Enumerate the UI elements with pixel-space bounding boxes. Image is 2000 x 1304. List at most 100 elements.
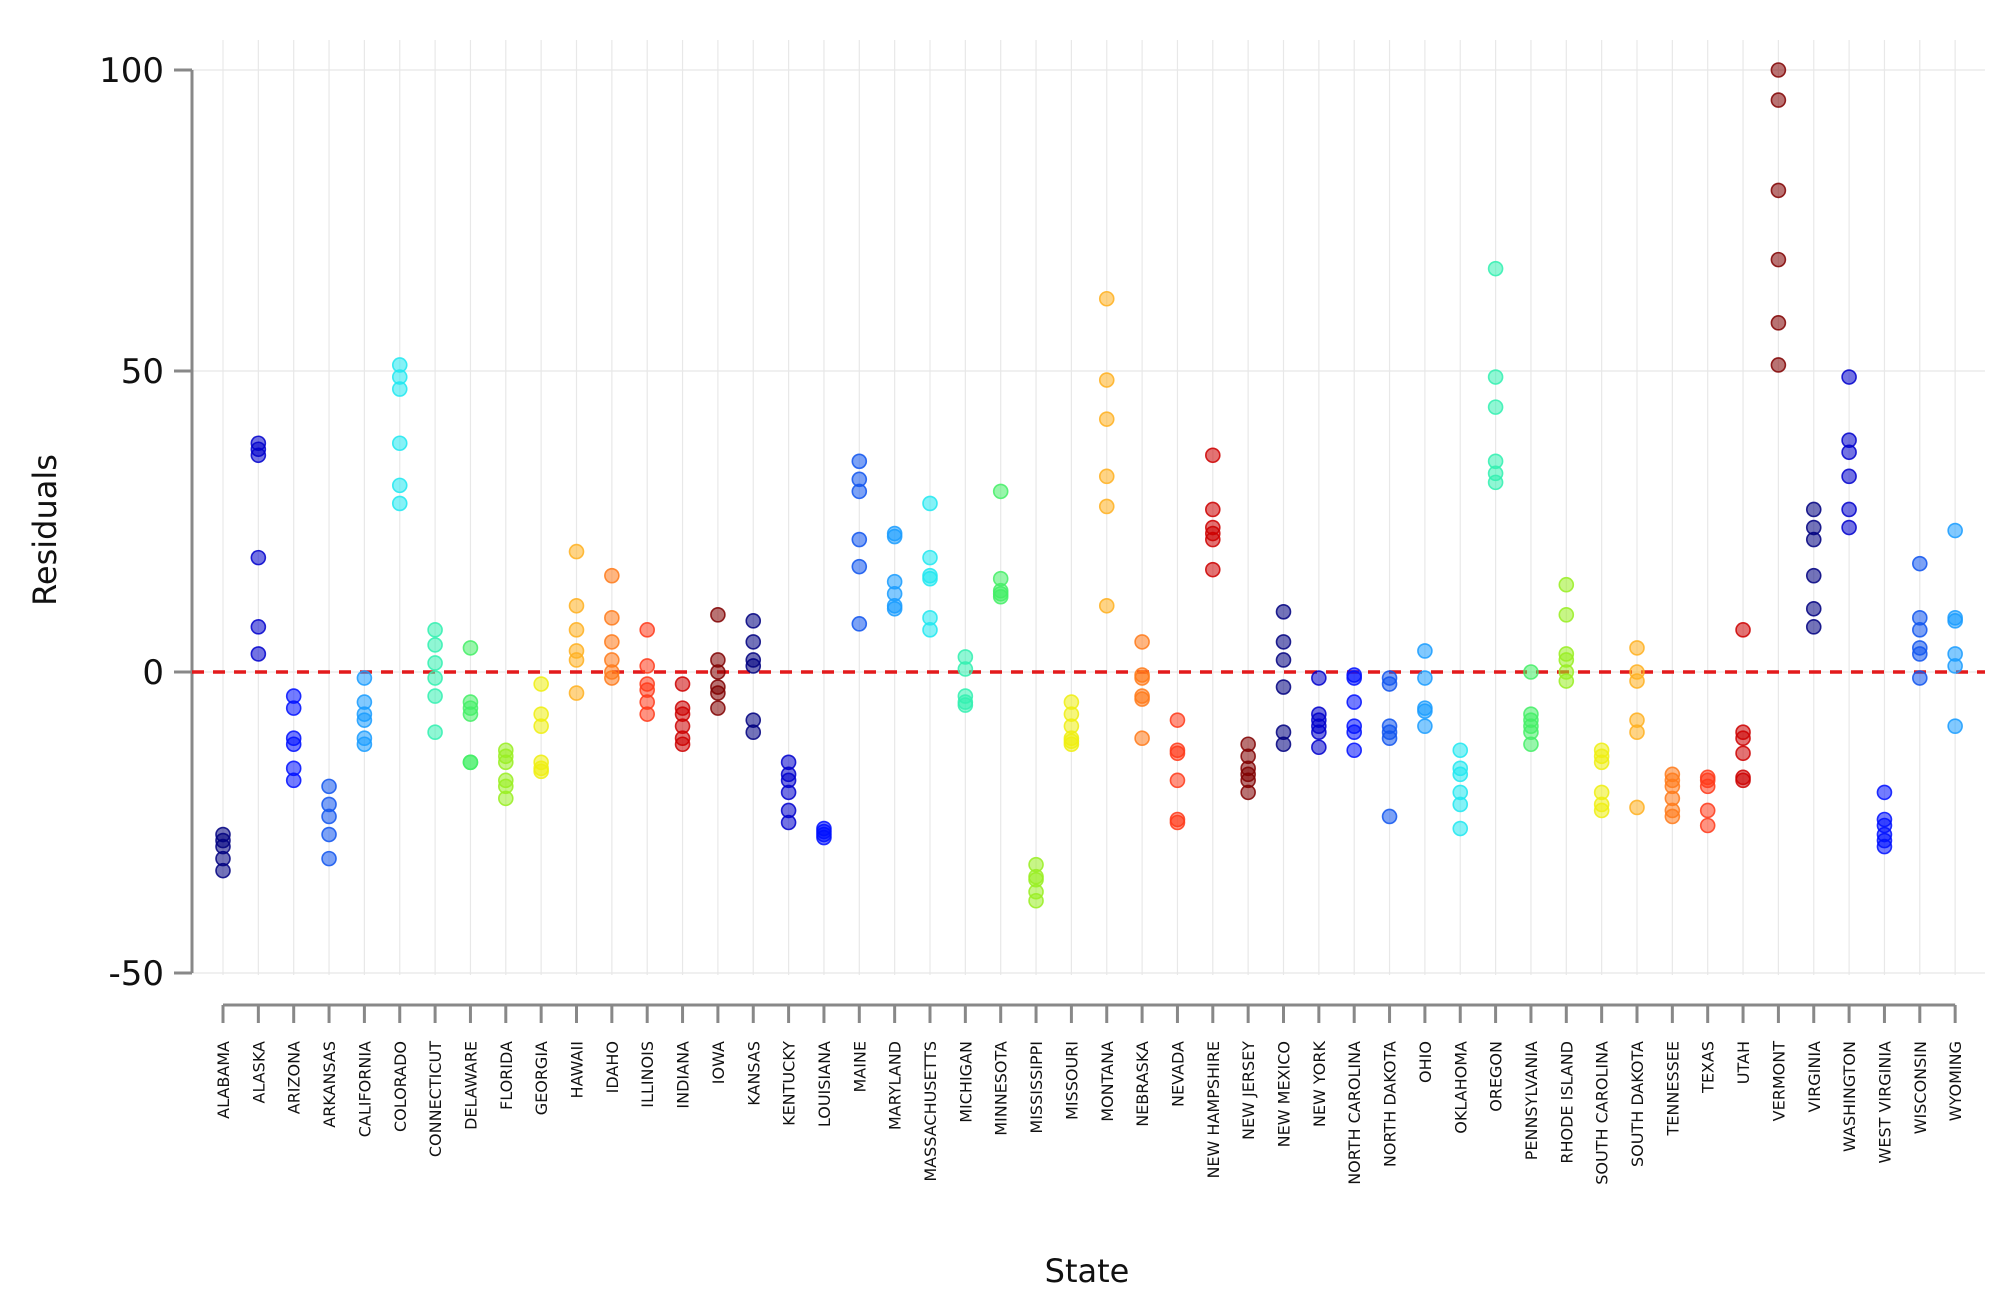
x-tick-label: MICHIGAN — [956, 1041, 975, 1123]
data-point — [250, 619, 267, 635]
data-point — [851, 453, 868, 470]
x-axis: ALABAMA ALASKA ARIZONA ARKANSAS CALIFORNIA CO… — [214, 1003, 1965, 1185]
data-point — [391, 477, 408, 494]
y-axis: 100 50 0 -50 — [99, 51, 194, 994]
data-point — [1169, 814, 1186, 831]
data-point — [1805, 531, 1822, 548]
data-point — [922, 622, 938, 638]
data-point — [1311, 739, 1327, 756]
data-point — [674, 676, 691, 692]
y-tick-label: 50 — [121, 352, 164, 392]
x-tick-label: COLORADO — [391, 1041, 410, 1132]
data-point — [285, 700, 302, 716]
data-point — [1558, 576, 1575, 593]
data-point — [851, 558, 868, 575]
data-point — [1134, 670, 1150, 686]
series-alaska — [250, 435, 267, 662]
data-point — [1346, 742, 1362, 759]
data-point — [1098, 372, 1115, 388]
series-idaho — [604, 567, 620, 686]
x-tick-label: CONNECTICUT — [426, 1041, 445, 1157]
data-point — [1770, 182, 1787, 199]
series-washington — [1841, 369, 1857, 536]
data-point — [1063, 736, 1080, 753]
y-tick-label: -50 — [108, 954, 164, 994]
data-point — [710, 700, 726, 716]
series-kansas — [745, 613, 762, 741]
data-point — [1134, 730, 1150, 747]
data-point — [1735, 772, 1751, 789]
data-point — [1346, 724, 1362, 741]
x-tick-label: ARKANSAS — [320, 1041, 339, 1128]
data-point — [391, 495, 408, 512]
data-point — [1487, 260, 1504, 277]
x-tick-label: MONTANA — [1098, 1041, 1117, 1122]
series-illinois — [639, 622, 656, 722]
data-point — [1523, 664, 1539, 680]
x-tick-label: RHODE ISLAND — [1557, 1041, 1576, 1164]
data-point — [604, 610, 620, 626]
series-wisconsin — [1912, 555, 1928, 686]
data-point — [1629, 799, 1645, 816]
data-point — [1381, 676, 1398, 692]
x-tick-label: MARYLAND — [886, 1041, 905, 1130]
x-tick-label: SOUTH DAKOTA — [1628, 1041, 1647, 1167]
data-point — [886, 600, 903, 617]
data-point — [745, 658, 762, 674]
data-point — [250, 646, 267, 662]
series-maine — [851, 453, 868, 632]
series-south-dakota — [1629, 640, 1645, 816]
series-mississippi — [1028, 856, 1044, 909]
series-minnesota — [992, 483, 1009, 605]
x-tick-label: MASSACHUSETTS — [921, 1041, 940, 1182]
data-point — [639, 622, 656, 638]
series-michigan — [957, 649, 974, 713]
x-tick-label: WISCONSIN — [1911, 1041, 1930, 1134]
x-tick-label: OREGON — [1487, 1041, 1506, 1112]
data-point — [1876, 784, 1893, 801]
series-indiana — [674, 676, 691, 753]
data-point — [533, 763, 549, 780]
data-point — [1947, 658, 1963, 674]
data-point — [462, 640, 479, 656]
data-point — [1770, 251, 1787, 268]
data-point — [427, 724, 443, 741]
data-point — [1098, 597, 1115, 614]
data-point — [1169, 772, 1186, 789]
series-new-hampshire — [1205, 447, 1221, 578]
data-point — [1699, 802, 1716, 819]
data-point — [710, 685, 726, 701]
x-tick-label: UTAH — [1734, 1041, 1753, 1084]
series-massachusetts — [922, 495, 938, 638]
data-point — [604, 634, 620, 650]
x-tick-label: OKLAHOMA — [1451, 1041, 1470, 1134]
series-oklahoma — [1452, 742, 1469, 837]
data-point — [816, 829, 832, 846]
data-point — [1593, 802, 1610, 819]
data-point — [1912, 646, 1928, 662]
data-point — [1134, 691, 1150, 707]
data-point — [1912, 555, 1928, 572]
data-point — [1417, 703, 1433, 719]
data-point — [1735, 622, 1751, 638]
series-oregon — [1487, 260, 1504, 491]
data-point — [745, 634, 762, 650]
series-rhode-island — [1558, 576, 1575, 689]
data-point — [462, 706, 479, 722]
data-point — [992, 483, 1009, 500]
series-new-jersey — [1240, 736, 1256, 801]
series-georgia — [533, 676, 549, 780]
series-arizona — [285, 688, 302, 789]
data-point — [1629, 724, 1645, 741]
series-tennessee — [1664, 766, 1681, 825]
data-point — [285, 772, 302, 789]
data-point — [851, 616, 868, 632]
series-iowa — [710, 607, 726, 716]
data-point — [1770, 92, 1787, 108]
y-tick-label: 100 — [99, 51, 164, 91]
data-point — [250, 447, 267, 464]
series-new-york — [1311, 670, 1327, 756]
data-point — [1452, 796, 1469, 813]
data-point — [1240, 784, 1256, 801]
data-point — [1947, 613, 1963, 629]
